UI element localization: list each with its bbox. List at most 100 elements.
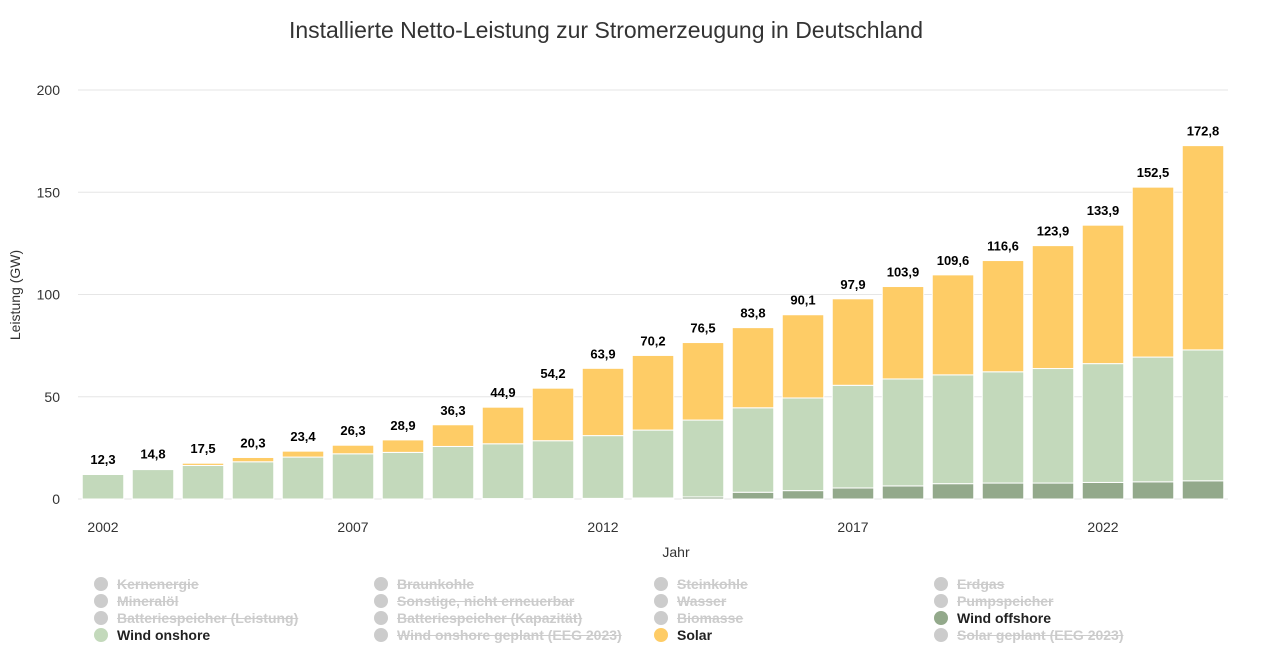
- legend-item-wasser[interactable]: Wasser: [654, 593, 726, 609]
- bar-wind-onshore-2012[interactable]: [581, 435, 625, 499]
- legend-item-erdgas[interactable]: Erdgas: [934, 576, 1004, 592]
- bar-stack-2003[interactable]: [131, 468, 175, 500]
- bar-solar-2019[interactable]: [931, 274, 975, 376]
- bar-wind-onshore-2005[interactable]: [231, 461, 275, 500]
- bar-wind-offshore-2022[interactable]: [1081, 481, 1125, 500]
- total-label: 116,6: [987, 239, 1019, 254]
- bar-stack-2014[interactable]: [681, 342, 725, 500]
- bar-stack-2004[interactable]: [181, 462, 225, 500]
- bar-solar-2018[interactable]: [881, 286, 925, 380]
- bar-stack-2007[interactable]: [331, 444, 375, 500]
- bar-stack-2015[interactable]: [731, 327, 775, 500]
- legend-item-wind-offshore[interactable]: Wind offshore: [934, 610, 1051, 626]
- bar-stack-2018[interactable]: [881, 286, 925, 500]
- legend-item-wind-onshore-geplant-eeg-2023[interactable]: Wind onshore geplant (EEG 2023): [374, 627, 622, 643]
- bar-solar-2005[interactable]: [231, 456, 275, 463]
- bar-solar-2011[interactable]: [531, 387, 575, 442]
- bar-solar-2014[interactable]: [681, 342, 725, 421]
- bar-stack-2017[interactable]: [831, 298, 875, 500]
- bar-stack-2019[interactable]: [931, 274, 975, 500]
- bar-solar-2021[interactable]: [1031, 245, 1075, 370]
- bar-wind-onshore-2009[interactable]: [431, 445, 475, 500]
- total-label: 12,3: [90, 452, 115, 467]
- bar-wind-onshore-2014[interactable]: [681, 419, 725, 498]
- bar-solar-2008[interactable]: [381, 439, 425, 453]
- bar-wind-onshore-2023[interactable]: [1131, 356, 1175, 483]
- bar-solar-2024[interactable]: [1181, 145, 1225, 351]
- bar-solar-2016[interactable]: [781, 314, 825, 399]
- bar-stack-2024[interactable]: [1181, 145, 1225, 500]
- bar-wind-onshore-2020[interactable]: [981, 371, 1025, 484]
- bar-wind-onshore-2003[interactable]: [131, 469, 175, 500]
- bar-solar-2010[interactable]: [481, 406, 525, 445]
- bar-wind-onshore-2017[interactable]: [831, 384, 875, 489]
- bar-wind-offshore-2016[interactable]: [781, 490, 825, 500]
- legend-item-solar-geplant-eeg-2023[interactable]: Solar geplant (EEG 2023): [934, 627, 1124, 643]
- bar-solar-2017[interactable]: [831, 298, 875, 386]
- bar-solar-2004[interactable]: [181, 462, 225, 466]
- bar-stack-2016[interactable]: [781, 314, 825, 500]
- bar-wind-onshore-2021[interactable]: [1031, 368, 1075, 484]
- bar-wind-onshore-2013[interactable]: [631, 429, 675, 499]
- legend-label: Pumpspeicher: [957, 593, 1054, 609]
- bar-wind-onshore-2006[interactable]: [281, 456, 325, 500]
- bar-wind-offshore-2015[interactable]: [731, 491, 775, 500]
- total-label: 97,9: [840, 277, 865, 292]
- legend-item-kernenergie[interactable]: Kernenergie: [94, 576, 199, 592]
- legend-item-wind-onshore[interactable]: Wind onshore: [94, 627, 210, 643]
- bar-stack-2006[interactable]: [281, 450, 325, 500]
- bar-wind-onshore-2010[interactable]: [481, 443, 525, 500]
- bar-stack-2011[interactable]: [531, 387, 575, 500]
- legend-item-mineralöl[interactable]: Mineralöl: [94, 593, 178, 609]
- legend-item-sonstige-nicht-erneuerbar[interactable]: Sonstige, nicht erneuerbar: [374, 593, 574, 609]
- bar-wind-offshore-2018[interactable]: [881, 485, 925, 500]
- bar-wind-onshore-2008[interactable]: [381, 451, 425, 500]
- bar-solar-2009[interactable]: [431, 424, 475, 447]
- bar-wind-offshore-2017[interactable]: [831, 487, 875, 500]
- bar-wind-onshore-2011[interactable]: [531, 440, 575, 500]
- bar-wind-onshore-2018[interactable]: [881, 378, 925, 487]
- bar-solar-2022[interactable]: [1081, 224, 1125, 365]
- bar-wind-onshore-2007[interactable]: [331, 453, 375, 500]
- bar-stack-2009[interactable]: [431, 424, 475, 500]
- bar-stack-2008[interactable]: [381, 439, 425, 500]
- bar-wind-onshore-2002[interactable]: [81, 473, 125, 500]
- bar-solar-2013[interactable]: [631, 354, 675, 431]
- bar-wind-onshore-2019[interactable]: [931, 374, 975, 485]
- bar-stack-2010[interactable]: [481, 406, 525, 500]
- bar-wind-onshore-2016[interactable]: [781, 397, 825, 492]
- bar-stack-2021[interactable]: [1031, 245, 1075, 500]
- bar-solar-2012[interactable]: [581, 367, 625, 437]
- legend-item-biomasse[interactable]: Biomasse: [654, 610, 743, 626]
- legend-item-batteriespeicher-leistung[interactable]: Batteriespeicher (Leistung): [94, 610, 298, 626]
- bar-wind-onshore-2022[interactable]: [1081, 363, 1125, 483]
- bar-solar-2003[interactable]: [131, 468, 175, 471]
- bar-solar-2007[interactable]: [331, 444, 375, 455]
- legend-item-batteriespeicher-kapazität[interactable]: Batteriespeicher (Kapazität): [374, 610, 582, 626]
- bar-solar-2002[interactable]: [81, 473, 125, 475]
- bar-stack-2020[interactable]: [981, 260, 1025, 500]
- total-label: 36,3: [440, 403, 465, 418]
- bar-stack-2005[interactable]: [231, 456, 275, 500]
- bar-wind-onshore-2004[interactable]: [181, 464, 225, 500]
- legend-item-pumpspeicher[interactable]: Pumpspeicher: [934, 593, 1053, 609]
- bar-wind-onshore-2015[interactable]: [731, 407, 775, 493]
- legend-item-braunkohle[interactable]: Braunkohle: [374, 576, 474, 592]
- bar-wind-offshore-2020[interactable]: [981, 482, 1025, 500]
- bar-wind-offshore-2019[interactable]: [931, 483, 975, 500]
- bar-stack-2023[interactable]: [1131, 186, 1175, 500]
- legend-item-solar[interactable]: Solar: [654, 627, 712, 643]
- bar-wind-offshore-2021[interactable]: [1031, 482, 1075, 500]
- legend-item-steinkohle[interactable]: Steinkohle: [654, 576, 748, 592]
- bar-stack-2002[interactable]: [81, 473, 125, 500]
- bar-solar-2023[interactable]: [1131, 186, 1175, 358]
- bar-wind-offshore-2023[interactable]: [1131, 481, 1175, 500]
- bar-solar-2020[interactable]: [981, 260, 1025, 373]
- bar-wind-onshore-2024[interactable]: [1181, 349, 1225, 482]
- bar-solar-2015[interactable]: [731, 327, 775, 409]
- bar-stack-2013[interactable]: [631, 354, 675, 500]
- bar-stack-2012[interactable]: [581, 367, 625, 500]
- bar-stack-2022[interactable]: [1081, 224, 1125, 500]
- bar-solar-2006[interactable]: [281, 450, 325, 458]
- bar-wind-offshore-2024[interactable]: [1181, 480, 1225, 500]
